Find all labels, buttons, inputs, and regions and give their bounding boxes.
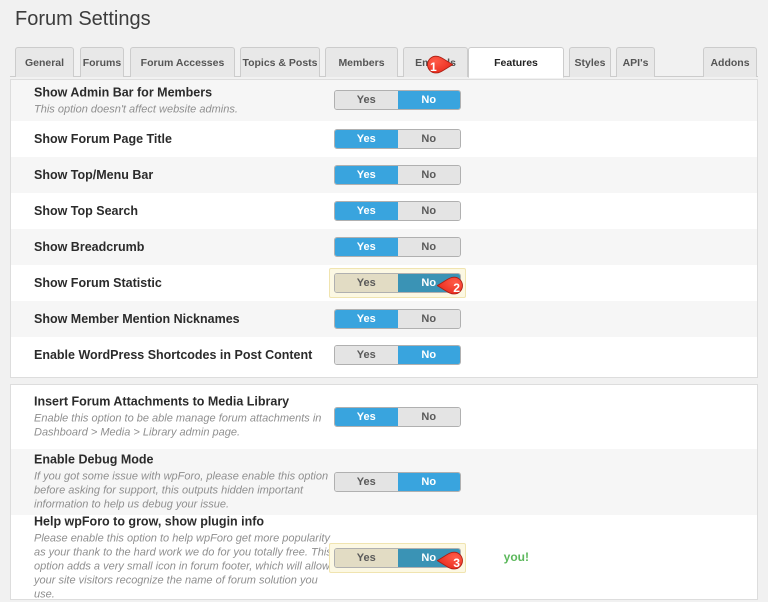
svg-text:3: 3 <box>453 555 460 569</box>
svg-text:1: 1 <box>430 60 437 74</box>
svg-text:2: 2 <box>453 280 460 294</box>
